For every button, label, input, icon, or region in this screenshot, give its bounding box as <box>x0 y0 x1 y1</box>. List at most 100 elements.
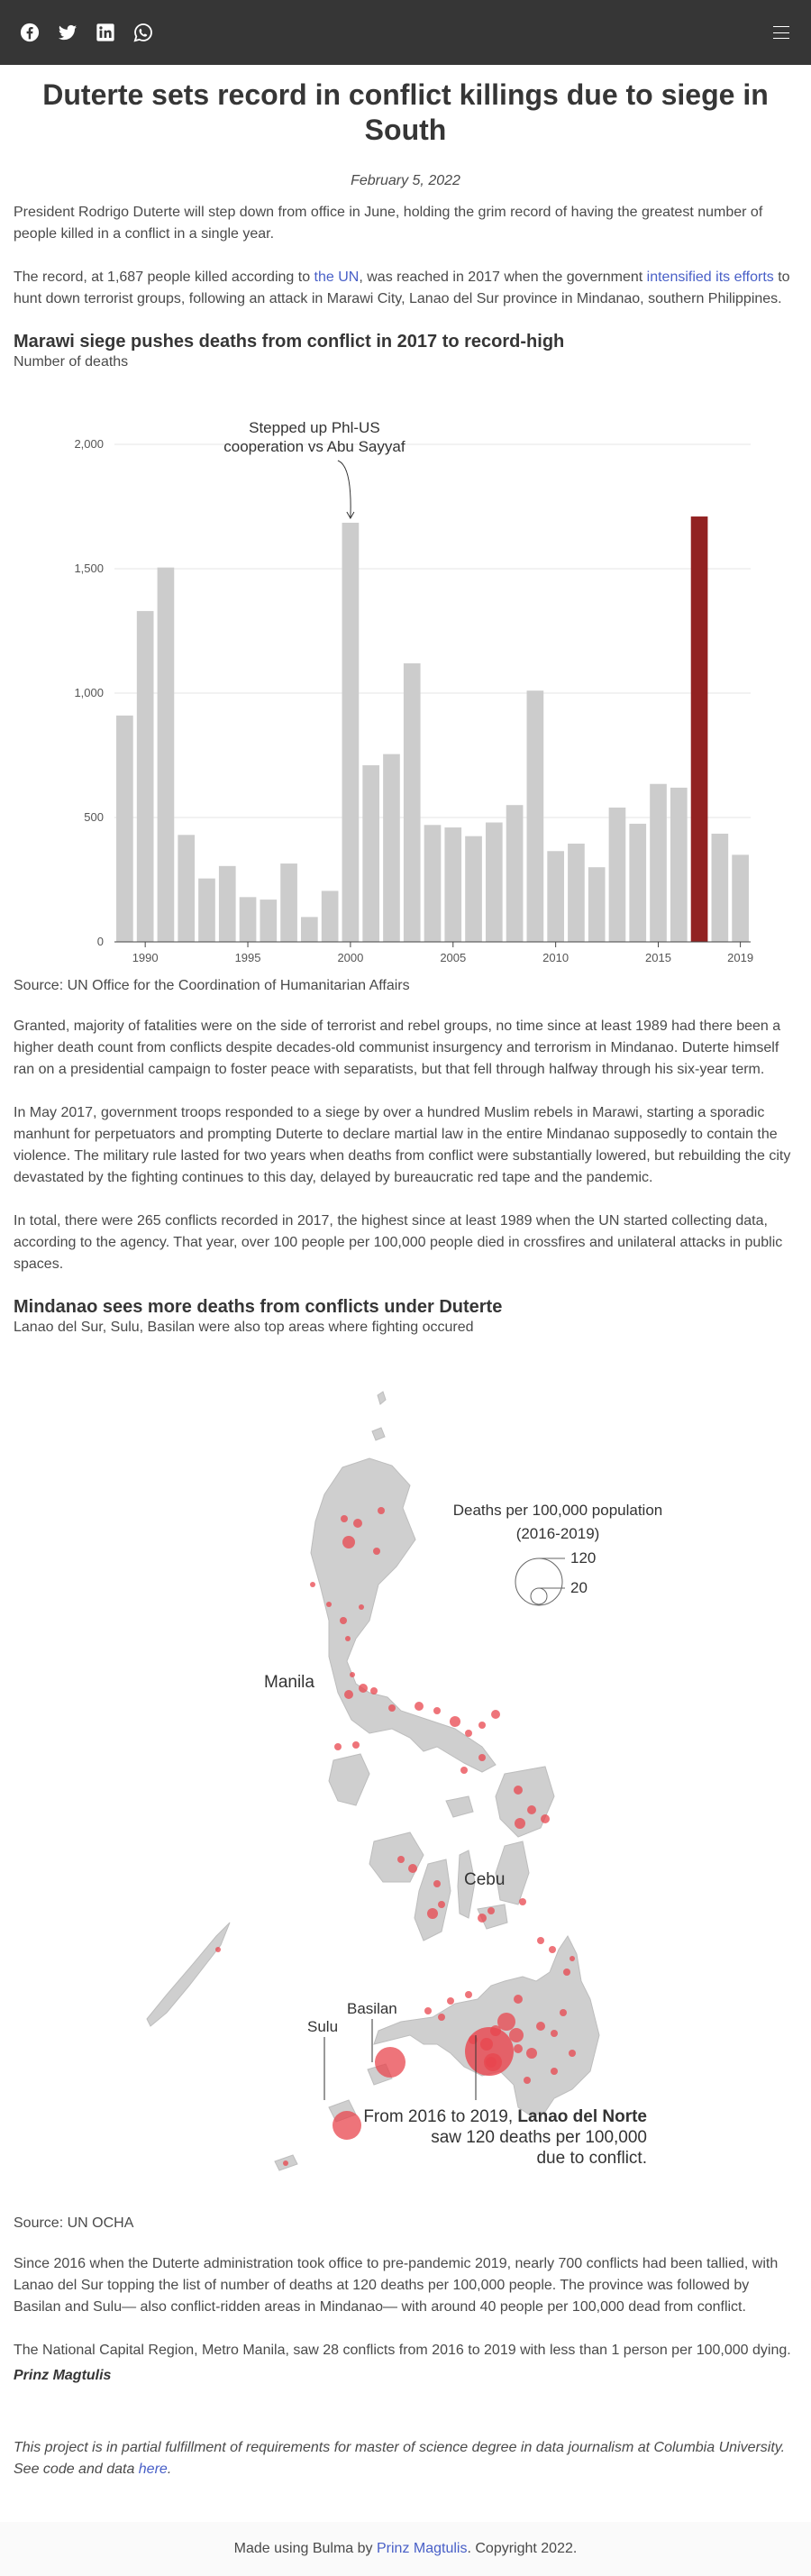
y-tick-label: 1,500 <box>74 562 104 575</box>
manila-label: Manila <box>264 1673 314 1692</box>
linkedin-icon[interactable] <box>96 23 115 42</box>
death-bubble <box>388 1704 396 1713</box>
bar-2017 <box>690 516 708 943</box>
y-tick-label: 1,000 <box>74 686 104 699</box>
footer-author-link[interactable]: Prinz Magtulis <box>376 2541 468 2557</box>
social-links <box>20 23 153 42</box>
record-paragraph: The record, at 1,687 people killed accor… <box>14 267 797 310</box>
deaths-bar-chart: 0 500 1,000 1,500 2,000 1990 1995 2000 2005 2010 2… <box>14 383 797 978</box>
record-text-3: to hunt down terrorist groups, following… <box>14 269 790 307</box>
death-bubble <box>569 2050 576 2058</box>
author-name: Prinz Magtulis <box>14 2368 112 2384</box>
death-bubble <box>326 1602 332 1608</box>
bar-2008 <box>506 805 524 943</box>
navbar <box>0 0 811 65</box>
bar-1993 <box>198 878 215 943</box>
death-bubble <box>415 1702 424 1712</box>
death-bubble <box>359 1684 368 1694</box>
death-bubble <box>514 2044 523 2054</box>
bar-1994 <box>218 865 236 943</box>
legend-title-1: Deaths per 100,000 population <box>453 1502 663 1519</box>
death-bubble <box>541 1814 550 1824</box>
death-bubble <box>215 1947 221 1953</box>
death-bubble <box>397 1856 405 1864</box>
death-bubble <box>478 1914 487 1923</box>
death-bubble <box>342 1536 355 1549</box>
panay-island <box>369 1832 424 1883</box>
map-landmass <box>146 1391 600 2171</box>
death-bubble <box>340 1617 347 1625</box>
facebook-icon[interactable] <box>20 23 40 42</box>
paragraph-conflicts: Since 2016 when the Duterte administrati… <box>14 2256 779 2316</box>
death-bubble <box>465 1991 472 1999</box>
un-link[interactable]: the UN <box>314 269 360 286</box>
death-bubble <box>433 1707 441 1715</box>
death-bubble <box>359 1604 364 1611</box>
death-bubble <box>488 1907 495 1915</box>
legend-circle-120 <box>515 1557 563 1606</box>
bar-2010 <box>547 851 564 943</box>
paragraph-siege: In May 2017, government troops responded… <box>14 1105 791 1186</box>
code-data-link[interactable]: here <box>138 2462 168 2478</box>
death-bubble <box>450 1716 460 1728</box>
mindoro-island <box>328 1753 370 1806</box>
death-bubble <box>460 1767 468 1775</box>
annotation-line-2: cooperation vs Abu Sayyaf <box>223 438 406 455</box>
bar-2009 <box>526 690 544 943</box>
death-bubble <box>515 1818 525 1830</box>
death-bubble <box>478 1722 486 1730</box>
bar-1990 <box>136 610 154 943</box>
legend-circle-20 <box>530 1587 548 1605</box>
death-bubble <box>514 1995 523 2005</box>
callout-line-2: saw 120 deaths per 100,000 <box>431 2128 647 2147</box>
publish-date: February 5, 2022 <box>351 173 460 189</box>
death-bubble <box>352 1741 360 1749</box>
paragraph-totals: In total, there were 265 conflicts recor… <box>14 1213 783 1273</box>
x-tick-label: 2000 <box>337 951 363 964</box>
bar-2002 <box>383 754 400 943</box>
death-bubble <box>345 1636 351 1642</box>
x-tick-label: 2019 <box>727 951 753 964</box>
luzon-island <box>310 1457 497 1773</box>
footer-text-2: . Copyright 2022. <box>467 2541 578 2557</box>
death-bubble <box>433 1880 441 1888</box>
basilan-label: Basilan <box>347 2000 397 2017</box>
death-bubble <box>551 2068 558 2076</box>
x-tick-label: 1995 <box>235 951 261 964</box>
bar-1991 <box>157 567 175 943</box>
twitter-icon[interactable] <box>58 23 77 42</box>
bar-1999 <box>321 891 339 943</box>
death-bubble <box>527 1805 536 1815</box>
bar-2012 <box>588 867 606 943</box>
map-legend: Deaths per 100,000 population (2016-2019… <box>453 1502 663 1606</box>
samar-island <box>495 1766 555 1838</box>
death-bubble <box>549 1946 556 1954</box>
negros-island <box>414 1859 451 1941</box>
whatsapp-icon[interactable] <box>133 23 153 42</box>
leyte-island <box>495 1841 530 1905</box>
mindanao-island <box>373 1935 600 2117</box>
legend-title-2: (2016-2019) <box>516 1525 600 1542</box>
intensified-efforts-link[interactable]: intensified its efforts <box>646 269 774 286</box>
bar-2011 <box>568 844 585 943</box>
chart-source: Source: UN Office for the Coordination o… <box>14 978 410 994</box>
death-bubble <box>519 1898 526 1906</box>
cebu-island <box>457 1850 476 1919</box>
menu-icon[interactable] <box>773 26 789 39</box>
death-bubble <box>524 2077 531 2085</box>
death-bubble <box>537 1937 544 1945</box>
death-bubble <box>378 1507 385 1515</box>
footnote-text: This project is in partial fulfillment o… <box>14 2440 786 2478</box>
y-tick-label: 2,000 <box>74 437 104 451</box>
footnote-end: . <box>167 2462 172 2478</box>
page-footer: Made using Bulma by Prinz Magtulis. Copy… <box>0 2522 811 2576</box>
bar-1989 <box>116 715 133 943</box>
annotation-line-1: Stepped up Phl-US <box>249 419 380 436</box>
batanes-island <box>377 1391 387 1405</box>
footer-text-1: Made using Bulma by <box>233 2541 373 2557</box>
bar-1995 <box>239 897 257 943</box>
x-tick-label: 2015 <box>645 951 671 964</box>
chart-title: Marawi siege pushes deaths from conflict… <box>14 332 565 352</box>
article-title: Duterte sets record in conflict killings… <box>42 78 769 147</box>
record-text-1: The record, at 1,687 people killed accor… <box>14 269 314 286</box>
